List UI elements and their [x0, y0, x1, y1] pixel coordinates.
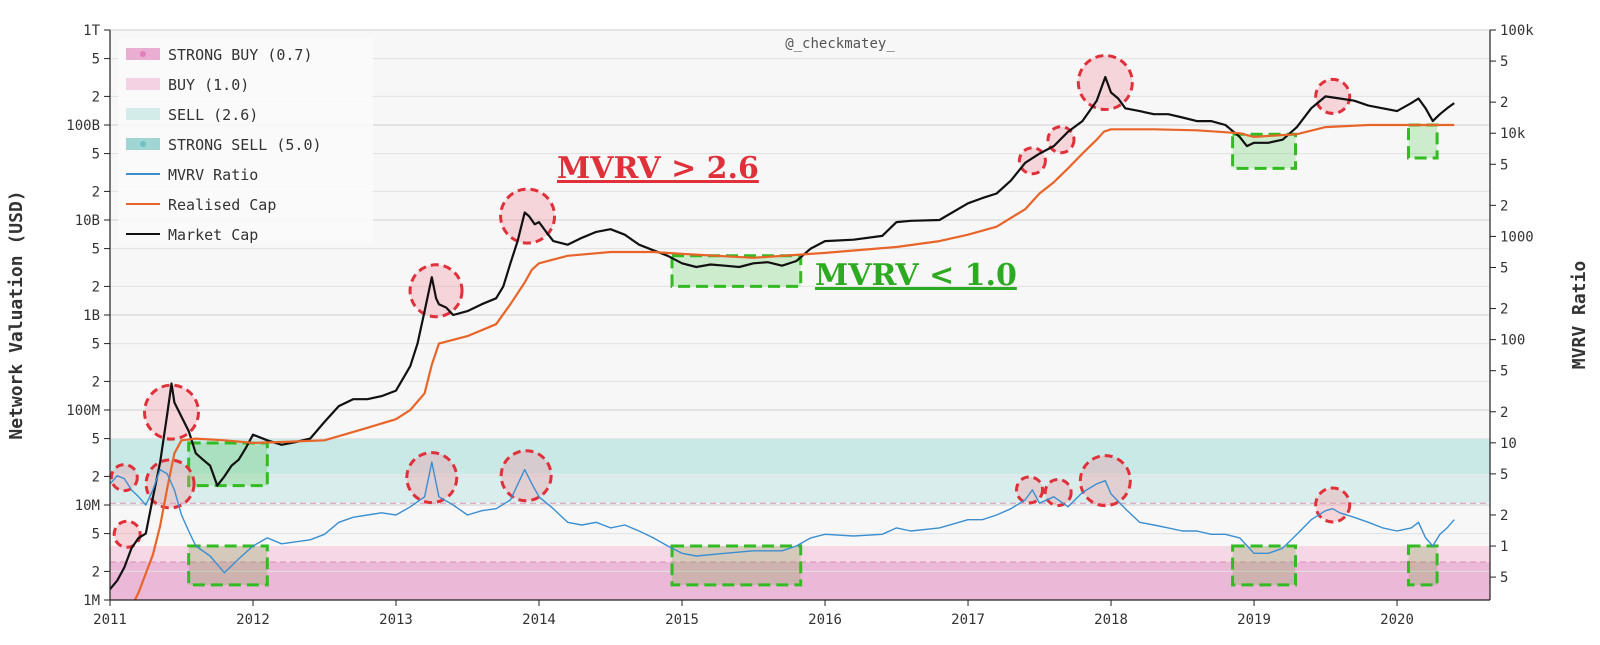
series-lines: [110, 75, 1455, 600]
legend-label: Realised Cap: [168, 196, 276, 214]
legend-label: SELL (2.6): [168, 106, 258, 124]
buy-zone-market: [1406, 123, 1439, 160]
peak-marker: [1043, 478, 1073, 508]
mvrv-ratio-line: [110, 461, 1455, 574]
right-tick-label: 5: [1500, 364, 1508, 380]
buy-zone-mvrv: [1231, 544, 1298, 587]
left-tick-label: 2: [92, 279, 100, 295]
legend-swatch-marker: [140, 81, 146, 87]
right-tick-label: 5: [1500, 54, 1508, 70]
peak-marker: [1015, 475, 1045, 505]
right-tick-label: 10k: [1500, 126, 1526, 142]
right-tick-label: 5: [1500, 570, 1508, 586]
annotation-mvrv-above: MVRV > 2.6: [557, 151, 759, 186]
legend-swatch-marker: [140, 51, 146, 57]
buy-zone-market: [187, 441, 269, 488]
left-tick-label: 2: [92, 564, 100, 580]
right-tick-label: 2: [1500, 508, 1508, 524]
right-tick-label: 5: [1500, 260, 1508, 276]
band-strong_sell: [110, 438, 1490, 474]
left-tick-label: 5: [92, 337, 100, 353]
left-tick-label: 5: [92, 52, 100, 68]
left-tick-label: 2: [92, 374, 100, 390]
peak-marker: [1314, 486, 1352, 524]
x-tick-label: 2012: [236, 612, 270, 628]
credit-watermark: @_checkmatey_: [785, 36, 895, 52]
peak-marker: [1076, 54, 1134, 112]
buy-zone-mvrv: [1406, 544, 1439, 587]
left-tick-label: 2: [92, 184, 100, 200]
left-tick-label: 10B: [75, 213, 100, 229]
right-tick-label: 5: [1500, 467, 1508, 483]
peak-marker: [405, 451, 459, 505]
x-tick-label: 2016: [808, 612, 842, 628]
legend-box: [118, 38, 373, 243]
x-tick-label: 2014: [522, 612, 556, 628]
right-tick-label: 1000: [1500, 229, 1534, 245]
x-tick-label: 2019: [1237, 612, 1271, 628]
left-tick-label: 5: [92, 147, 100, 163]
legend-label: STRONG BUY (0.7): [168, 46, 313, 64]
left-tick-label: 100M: [66, 403, 100, 419]
buy-zone-market: [670, 254, 803, 288]
legend-label: STRONG SELL (5.0): [168, 136, 322, 154]
left-tick-label: 1M: [83, 593, 100, 609]
right-tick-label: 2: [1500, 95, 1508, 111]
buy-zone-mvrv: [187, 544, 269, 587]
legend-label: BUY (1.0): [168, 76, 249, 94]
right-tick-label: 100: [1500, 333, 1525, 349]
left-tick-label: 5: [92, 242, 100, 258]
left-tick-label: 5: [92, 432, 100, 448]
x-tick-label: 2011: [93, 612, 127, 628]
legend-label: MVRV Ratio: [168, 166, 258, 184]
x-tick-label: 2013: [379, 612, 413, 628]
x-tick-label: 2017: [951, 612, 985, 628]
legend-label: Market Cap: [168, 226, 258, 244]
buy-zone-mvrv: [670, 544, 803, 587]
peak-marker: [499, 449, 553, 503]
highlight-zones: [109, 54, 1439, 587]
realised-cap-line: [133, 123, 1455, 600]
x-tick-label: 2020: [1380, 612, 1414, 628]
right-tick-label: 2: [1500, 198, 1508, 214]
x-tick-label: 2018: [1094, 612, 1128, 628]
axes: 1M 2 5 10M 2 5 100M 2 5 1B 2 5 10B 2 5 100B 2 5 1T 5 1 2 5 10 2 5…: [66, 23, 1534, 628]
right-tick-label: 2: [1500, 302, 1508, 318]
left-tick-label: 100B: [66, 118, 100, 134]
right-axis-title: MVRV Ratio: [1569, 261, 1590, 369]
right-tick-label: 100k: [1500, 23, 1534, 39]
left-tick-label: 2: [92, 469, 100, 485]
legend-swatch-marker: [140, 141, 146, 147]
x-tick-label: 2015: [665, 612, 699, 628]
legend-swatch-marker: [140, 111, 146, 117]
right-tick-label: 1: [1500, 539, 1508, 555]
right-tick-label: 10: [1500, 436, 1517, 452]
left-tick-label: 10M: [75, 498, 100, 514]
left-tick-label: 5: [92, 527, 100, 543]
left-tick-label: 2: [92, 89, 100, 105]
right-tick-label: 2: [1500, 405, 1508, 421]
peak-marker: [112, 519, 142, 549]
left-tick-label: 1B: [83, 308, 100, 324]
left-axis-title: Network Valuation (USD): [6, 190, 27, 439]
peak-marker: [142, 383, 200, 441]
right-tick-label: 5: [1500, 157, 1508, 173]
legend: STRONG BUY (0.7) BUY (1.0) SELL (2.6) STRON…: [118, 38, 373, 244]
left-tick-label: 1T: [83, 23, 100, 39]
peak-marker: [109, 463, 139, 493]
signal-bands: [110, 438, 1490, 600]
peak-marker: [408, 263, 464, 319]
annotation-mvrv-below: MVRV < 1.0: [815, 258, 1017, 293]
band-sell: [110, 473, 1490, 504]
